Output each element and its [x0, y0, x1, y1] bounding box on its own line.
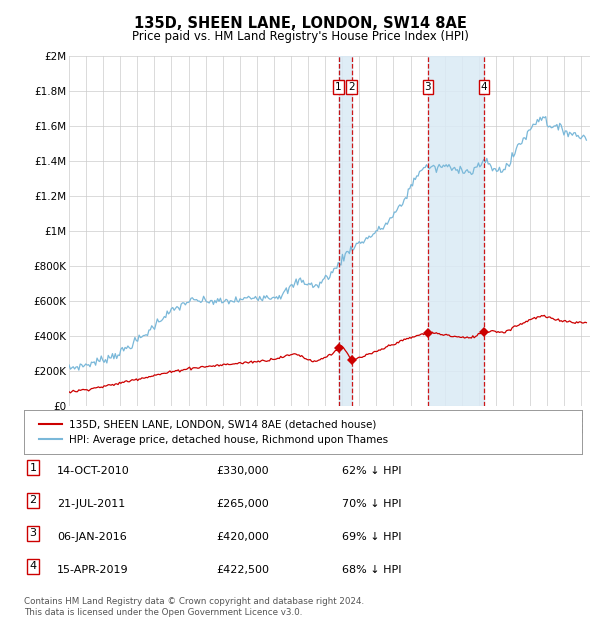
Text: 69% ↓ HPI: 69% ↓ HPI	[342, 532, 401, 542]
Text: 15-APR-2019: 15-APR-2019	[57, 565, 128, 575]
Text: 62% ↓ HPI: 62% ↓ HPI	[342, 466, 401, 476]
Text: 4: 4	[29, 561, 37, 571]
Text: 06-JAN-2016: 06-JAN-2016	[57, 532, 127, 542]
Text: £420,000: £420,000	[216, 532, 269, 542]
Text: 21-JUL-2011: 21-JUL-2011	[57, 499, 125, 509]
Text: 70% ↓ HPI: 70% ↓ HPI	[342, 499, 401, 509]
Text: 68% ↓ HPI: 68% ↓ HPI	[342, 565, 401, 575]
Bar	[428, 56, 484, 406]
Text: 135D, SHEEN LANE, LONDON, SW14 8AE: 135D, SHEEN LANE, LONDON, SW14 8AE	[134, 16, 466, 30]
Bar	[338, 56, 352, 406]
Text: £265,000: £265,000	[216, 499, 269, 509]
Text: £422,500: £422,500	[216, 565, 269, 575]
Text: 3: 3	[425, 82, 431, 92]
Text: 2: 2	[29, 495, 37, 505]
Text: 3: 3	[29, 528, 37, 538]
Text: 2: 2	[348, 82, 355, 92]
Text: 14-OCT-2010: 14-OCT-2010	[57, 466, 130, 476]
Text: Contains HM Land Registry data © Crown copyright and database right 2024.
This d: Contains HM Land Registry data © Crown c…	[24, 598, 364, 617]
Text: 4: 4	[481, 82, 487, 92]
Text: 1: 1	[29, 463, 37, 472]
Text: £330,000: £330,000	[216, 466, 269, 476]
Text: Price paid vs. HM Land Registry's House Price Index (HPI): Price paid vs. HM Land Registry's House …	[131, 30, 469, 43]
Legend: 135D, SHEEN LANE, LONDON, SW14 8AE (detached house), HPI: Average price, detache: 135D, SHEEN LANE, LONDON, SW14 8AE (deta…	[35, 415, 392, 449]
Text: 1: 1	[335, 82, 342, 92]
